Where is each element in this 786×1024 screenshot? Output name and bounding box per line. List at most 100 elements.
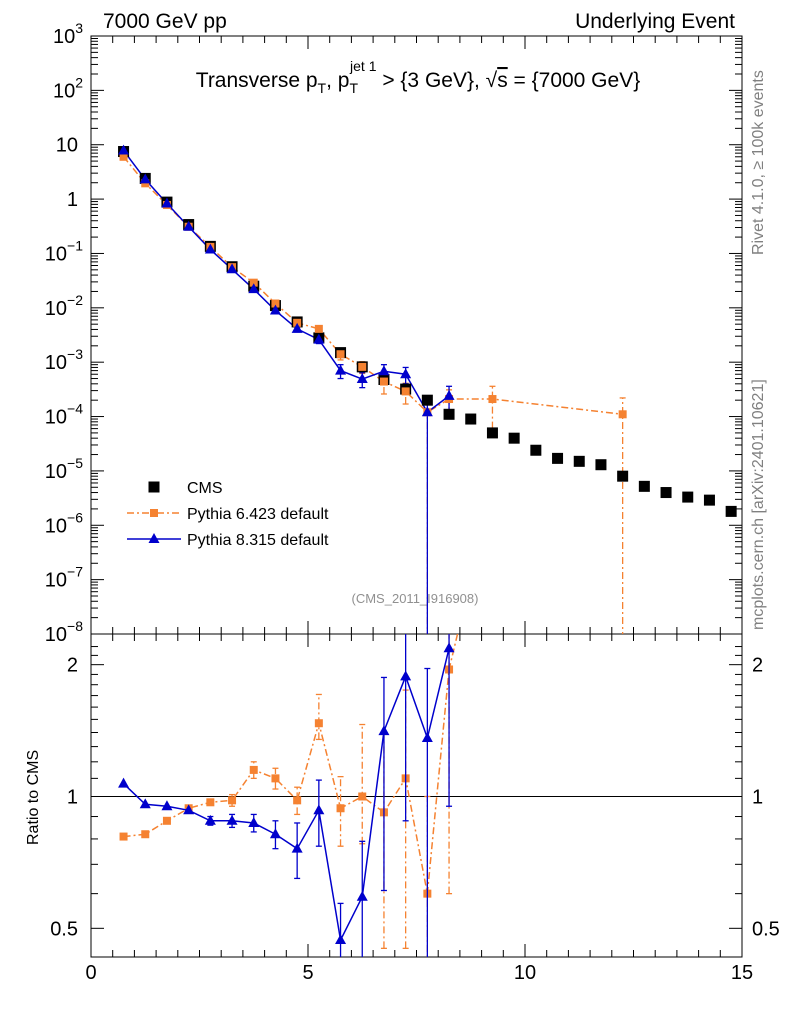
pythia6-ratio-point bbox=[119, 832, 128, 841]
cms-point bbox=[508, 432, 520, 444]
pythia8-point bbox=[248, 283, 260, 294]
x-tick-label: 5 bbox=[302, 962, 313, 984]
cms-point bbox=[486, 427, 498, 439]
pythia6-point bbox=[293, 318, 302, 327]
cms-point bbox=[617, 470, 629, 482]
pythia8-point bbox=[291, 322, 303, 333]
ratio-series-group bbox=[118, 634, 459, 957]
pythia8-ratio-point bbox=[421, 732, 433, 742]
pythia8-ratio-point bbox=[313, 804, 325, 815]
pythia6-ratio-point bbox=[249, 765, 258, 774]
pythia6-ratio-point bbox=[293, 796, 302, 805]
cms-point bbox=[443, 408, 455, 420]
cms-point bbox=[552, 452, 564, 464]
rivet-label: Rivet 4.1.0, ≥ 100k events bbox=[750, 70, 767, 255]
ratio-ylabel: Ratio to CMS bbox=[25, 750, 42, 845]
svg-text:Transverse pT, pTjet 1 > {3 Ge: Transverse pT, pTjet 1 > {3 GeV}, √s = {… bbox=[196, 58, 640, 96]
x-tick-label: 15 bbox=[731, 962, 753, 984]
plot-title: Transverse pT, pTjet 1 > {3 GeV}, √s = {… bbox=[196, 58, 640, 96]
y-tick-label: 10−6 bbox=[45, 509, 83, 537]
legend-label: CMS bbox=[187, 480, 223, 497]
cms-point bbox=[682, 491, 694, 503]
cms-point bbox=[595, 459, 607, 471]
legend-label: Pythia 8.315 default bbox=[187, 532, 329, 549]
cms-point bbox=[725, 505, 737, 517]
pythia6-ratio-line bbox=[123, 634, 459, 894]
pythia6-point bbox=[379, 377, 388, 386]
pythia8-point bbox=[183, 220, 195, 231]
cms-point bbox=[703, 494, 715, 506]
pythia8-ratio-point bbox=[248, 817, 260, 827]
pythia6-ratio-point bbox=[162, 816, 171, 825]
pythia8-ratio-point bbox=[335, 934, 347, 945]
pythia6-point bbox=[358, 362, 367, 371]
y-tick-label: 1 bbox=[67, 189, 78, 211]
cms-point bbox=[638, 480, 650, 492]
pythia8-ratio-point bbox=[443, 642, 455, 653]
pythia8-line bbox=[122, 150, 450, 414]
pythia8-ratio-point bbox=[226, 814, 238, 825]
pythia8-point bbox=[378, 365, 390, 376]
mcplots-label: mcplots.cern.ch [arXiv:2401.10621] bbox=[750, 379, 767, 630]
pythia8-point bbox=[400, 368, 412, 379]
y-tick-label-ratio-left: 0.5 bbox=[50, 918, 78, 940]
y-tick-label-ratio-right: 2 bbox=[752, 655, 763, 677]
legend-pythia8-marker bbox=[148, 533, 160, 543]
pythia6-point bbox=[249, 278, 258, 287]
header-right: Underlying Event bbox=[575, 10, 735, 33]
pythia8-ratio-point bbox=[118, 777, 130, 788]
pythia6-ratio-point bbox=[314, 719, 323, 728]
pythia8-point bbox=[443, 389, 455, 400]
pythia6-point bbox=[401, 387, 410, 396]
y-tick-label-ratio-right: 1 bbox=[752, 786, 763, 808]
analysis-id: (CMS_2011_I916908) bbox=[352, 591, 479, 606]
y-tick-label-ratio-left: 2 bbox=[67, 655, 78, 677]
pythia8-point bbox=[335, 364, 347, 375]
legend-label: Pythia 6.423 default bbox=[187, 506, 329, 523]
y-tick-label: 10−3 bbox=[45, 346, 83, 374]
pythia6-point bbox=[336, 350, 345, 359]
x-tick-label: 0 bbox=[85, 962, 96, 984]
y-tick-label-ratio-right: 0.5 bbox=[752, 918, 780, 940]
pythia8-ratio-point bbox=[378, 725, 390, 736]
y-tick-label: 10−7 bbox=[45, 564, 83, 592]
pythia8-ratio-point bbox=[161, 800, 173, 811]
pythia6-ratio-point bbox=[271, 774, 280, 783]
pythia6-point bbox=[618, 410, 627, 419]
ratio-plot-frame bbox=[90, 633, 743, 958]
axes-layer: 0 5 10 1510310210110−110−210−310−410−510−61… bbox=[45, 20, 780, 984]
pythia8-ratio-point bbox=[269, 828, 281, 839]
pythia6-ratio-point bbox=[358, 792, 367, 801]
header-left: 7000 GeV pp bbox=[103, 10, 227, 33]
y-tick-label: 10−2 bbox=[45, 292, 83, 320]
main-series-group bbox=[118, 144, 737, 634]
legend-pythia6-marker bbox=[150, 509, 158, 517]
pythia6-ratio-point bbox=[228, 796, 237, 805]
pythia8-point bbox=[204, 243, 216, 254]
pythia6-point bbox=[119, 152, 128, 161]
y-tick-label: 10−5 bbox=[45, 455, 83, 483]
pythia8-ratio-point bbox=[400, 670, 412, 681]
pythia8-point bbox=[313, 333, 325, 344]
pythia6-ratio-point bbox=[336, 804, 345, 813]
pythia8-ratio-point bbox=[291, 842, 303, 853]
pythia8-point bbox=[161, 197, 173, 208]
y-tick-label-ratio-left: 1 bbox=[67, 786, 78, 808]
pythia6-point bbox=[314, 324, 323, 333]
pythia8-ratio-point bbox=[139, 798, 151, 809]
y-tick-label: 103 bbox=[53, 20, 83, 48]
pythia8-point bbox=[356, 373, 368, 383]
y-tick-label: 10−8 bbox=[45, 618, 83, 646]
legend-cms-marker bbox=[148, 481, 160, 493]
pythia8-point bbox=[118, 144, 130, 155]
y-tick-label: 102 bbox=[53, 74, 83, 102]
cms-point bbox=[573, 455, 585, 467]
y-tick-label: 10−4 bbox=[45, 401, 83, 429]
y-tick-label: 10 bbox=[56, 135, 78, 157]
x-tick-label: 10 bbox=[514, 962, 536, 984]
pythia8-point bbox=[139, 173, 151, 184]
pythia8-point bbox=[421, 406, 433, 417]
legend: CMS Pythia 6.423 default Pythia 8.315 defa… bbox=[127, 480, 329, 549]
pythia8-ratio-point bbox=[183, 804, 195, 815]
